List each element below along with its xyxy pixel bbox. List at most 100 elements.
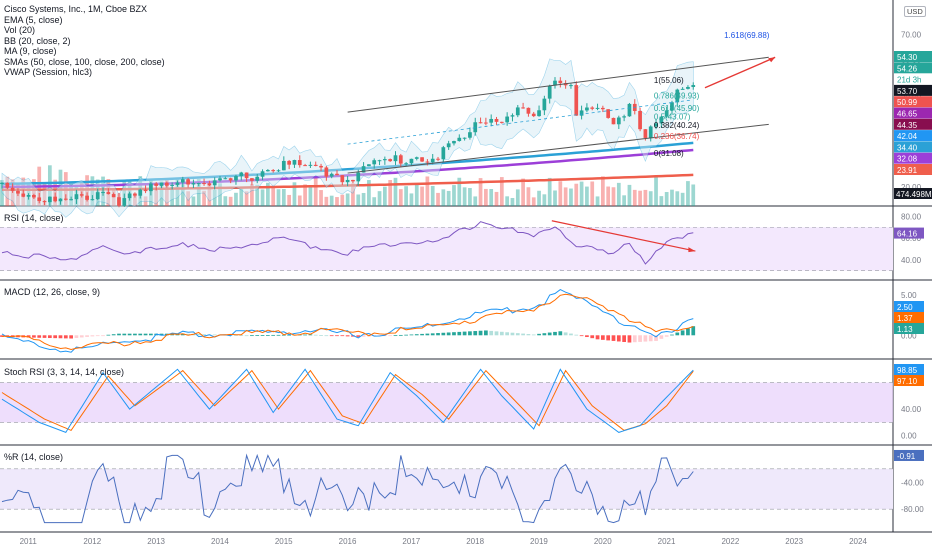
volume-bar: [484, 188, 488, 206]
candle-body: [675, 89, 680, 103]
macd-title[interactable]: MACD (12, 26, close, 9): [4, 287, 101, 297]
stoch-title[interactable]: Stoch RSI (3, 3, 14, 14, close): [4, 367, 125, 377]
volume-bar: [239, 188, 244, 206]
wr-title[interactable]: %R (14, close): [4, 452, 64, 462]
stoch-tick: 0.00: [901, 432, 917, 441]
candle-body: [26, 195, 31, 197]
legend-bb[interactable]: BB (20, close, 2): [4, 35, 71, 46]
macd-histogram-bar: [547, 332, 552, 336]
price-tick: 20.00: [901, 183, 922, 192]
volume-bar: [654, 176, 658, 206]
volume-bar: [143, 196, 148, 206]
macd-histogram-bar: [648, 335, 653, 342]
rsi-band: [0, 227, 893, 271]
macd-histogram-bar: [606, 335, 611, 341]
macd-histogram-bar: [234, 335, 238, 336]
macd-histogram-bar: [616, 335, 621, 342]
macd-histogram-bar: [138, 333, 143, 336]
candle-body: [462, 137, 467, 139]
macd-histogram-bar: [574, 334, 579, 336]
candle-body: [53, 196, 58, 202]
macd-histogram-bar: [441, 332, 446, 336]
candle-body: [127, 193, 132, 199]
volume-bar: [255, 184, 260, 206]
volume-bar: [643, 189, 648, 206]
macd-histogram-bar: [255, 335, 260, 336]
candle-body: [159, 182, 164, 186]
fib-level-label: 1.618(69.88): [724, 31, 770, 40]
volume-bar: [260, 189, 265, 206]
macd-histogram-bar: [595, 335, 600, 340]
candle-body: [63, 198, 68, 200]
volume-bar: [329, 195, 334, 206]
candle-body: [526, 107, 531, 114]
macd-histogram-bar: [473, 331, 478, 336]
candle-body: [175, 182, 180, 185]
volume-bar: [228, 196, 233, 206]
macd-histogram-bar: [531, 334, 536, 336]
legend-smas[interactable]: SMAs (50, close, 100, close, 200, close): [4, 56, 165, 67]
volume-bar: [569, 188, 573, 206]
candle-body: [521, 107, 525, 109]
candle-body: [691, 85, 696, 87]
price-tag-label: 34.40: [897, 143, 918, 152]
macd-histogram-bar: [680, 330, 685, 336]
candle-body: [250, 178, 254, 181]
rsi-tick: 60.00: [901, 234, 922, 243]
candle-body: [473, 122, 478, 133]
macd-histogram-bar: [409, 334, 414, 336]
macd-histogram-bar: [90, 335, 95, 337]
candle-body: [542, 98, 547, 111]
legend-symbol[interactable]: Cisco Systems, Inc., 1M, Cboe BZX: [4, 4, 148, 14]
sma100-line: [2, 148, 694, 189]
fib-level-label: 0.236(36.74): [654, 132, 700, 141]
rsi-line: [1, 221, 694, 265]
candle-body: [510, 115, 515, 117]
candle-body: [436, 158, 440, 160]
candle-body: [85, 195, 89, 200]
legend-vwap[interactable]: VWAP (Session, hlc3): [4, 67, 93, 77]
rsi-title[interactable]: RSI (14, close): [4, 213, 64, 223]
candle-body: [228, 178, 233, 181]
wr-line: [1, 453, 694, 524]
legend-ma[interactable]: MA (9, close): [4, 46, 57, 56]
macd-histogram-bar: [537, 333, 541, 336]
macd-histogram-bar: [335, 335, 339, 337]
time-tick: 2022: [721, 537, 739, 546]
legend-ema[interactable]: EMA (5, close): [4, 14, 63, 25]
rsi-divergence-arrow: [551, 220, 696, 252]
macd-tag: [894, 312, 924, 323]
time-tick: 2021: [658, 537, 676, 546]
price-tag-label: 46.65: [897, 110, 918, 119]
volume-tag-label: 474.498M: [896, 190, 932, 199]
volume-bar: [356, 194, 361, 206]
legend-vol[interactable]: Vol (20): [4, 25, 36, 35]
candle-body: [420, 157, 424, 162]
candle-body: [377, 160, 382, 162]
macd-histogram-bar: [106, 334, 111, 336]
volume-bar: [313, 176, 318, 206]
candle-body: [10, 187, 15, 191]
volume-bar: [686, 181, 690, 206]
candle-body: [47, 196, 52, 203]
volume-bar: [420, 186, 424, 206]
volume-bar: [223, 196, 228, 206]
time-tick: 2014: [211, 537, 229, 546]
macd-histogram-bar: [79, 335, 84, 338]
currency-badge[interactable]: USD: [904, 6, 926, 17]
candle-body: [281, 160, 286, 171]
volume-bar: [42, 182, 47, 206]
volume-bar: [680, 192, 685, 206]
candle-body: [515, 107, 520, 116]
volume-bar: [553, 190, 557, 206]
volume-bar: [441, 189, 446, 206]
volume-bar: [473, 196, 478, 206]
candle-body: [266, 170, 270, 172]
candle-body: [664, 110, 669, 117]
volume-bar: [175, 179, 180, 206]
wr-tick: -40.00: [901, 478, 924, 487]
candle-body: [138, 189, 143, 196]
candle-body: [170, 184, 175, 186]
time-tick: 2023: [785, 537, 803, 546]
